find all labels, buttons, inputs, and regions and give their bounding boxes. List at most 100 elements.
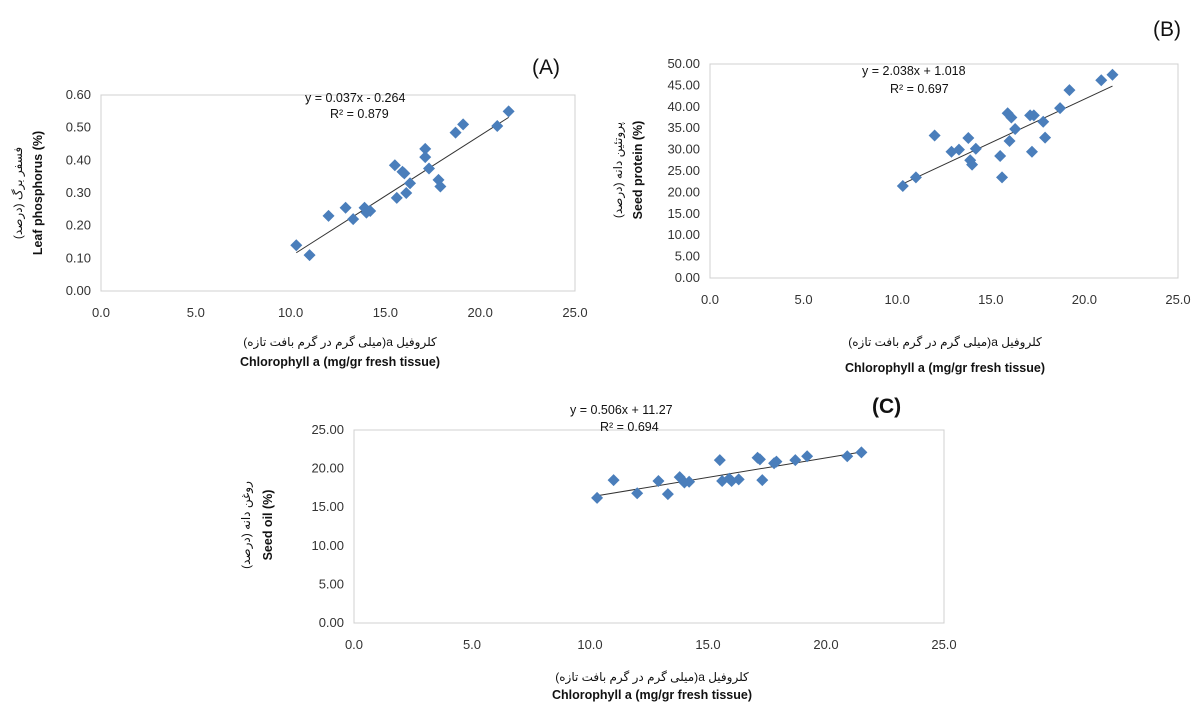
y-tick-label: 35.00 bbox=[667, 120, 700, 135]
data-point bbox=[1054, 102, 1067, 115]
x-tick-label: 5.0 bbox=[187, 305, 205, 320]
x-tick-label: 25.0 bbox=[1165, 292, 1190, 307]
data-point bbox=[434, 180, 447, 193]
x-tick-label: 0.0 bbox=[92, 305, 110, 320]
y-tick-label: 10.00 bbox=[667, 227, 700, 242]
data-point bbox=[390, 191, 403, 204]
data-point bbox=[449, 126, 462, 139]
y-label-c: Seed oil (%) bbox=[261, 490, 275, 561]
r2-c: R² = 0.694 bbox=[600, 420, 659, 434]
r2-b: R² = 0.697 bbox=[890, 82, 949, 96]
y-tick-label: 45.00 bbox=[667, 77, 700, 92]
data-point bbox=[423, 162, 436, 175]
data-point bbox=[1005, 111, 1018, 124]
y-label-b: Seed protein (%) bbox=[631, 121, 645, 220]
data-point bbox=[770, 455, 783, 468]
x-label-fa-a: کلروفیل a(میلی گرم در گرم بافت تازه) bbox=[243, 335, 437, 350]
x-tick-label: 15.0 bbox=[695, 637, 720, 652]
x-tick-label: 10.0 bbox=[278, 305, 303, 320]
x-tick-label: 5.0 bbox=[795, 292, 813, 307]
data-point bbox=[591, 491, 604, 504]
data-point bbox=[683, 475, 696, 488]
data-point bbox=[661, 488, 674, 501]
data-point bbox=[303, 249, 316, 262]
data-point bbox=[419, 142, 432, 155]
data-point bbox=[290, 239, 303, 252]
data-point bbox=[1106, 68, 1119, 81]
y-tick-label: 0.10 bbox=[66, 250, 91, 265]
points-c bbox=[591, 446, 868, 504]
y-label-fa-c: روغن دانه (درصد) bbox=[239, 481, 254, 569]
data-point bbox=[1027, 109, 1040, 122]
x-tick-label: 25.0 bbox=[562, 305, 587, 320]
data-point bbox=[1025, 145, 1038, 158]
data-point bbox=[400, 187, 413, 199]
x-tick-label: 15.0 bbox=[373, 305, 398, 320]
data-point bbox=[419, 151, 432, 164]
data-point bbox=[713, 454, 726, 467]
data-point bbox=[756, 474, 769, 487]
data-point bbox=[1009, 123, 1022, 136]
y-tick-label: 5.00 bbox=[319, 576, 344, 591]
panel-label-c: (C) bbox=[872, 395, 901, 418]
x-tick-label: 20.0 bbox=[813, 637, 838, 652]
x-label-a: Chlorophyll a (mg/gr fresh tissue) bbox=[240, 355, 440, 369]
ticks-c: 0.0 5.0 10.0 15.0 20.0 25.0 0.00 5.00 10.00 15.00… bbox=[311, 422, 956, 652]
data-point bbox=[1063, 84, 1076, 97]
x-tick-label: 5.0 bbox=[463, 637, 481, 652]
y-tick-label: 15.00 bbox=[667, 206, 700, 221]
data-point bbox=[909, 171, 922, 184]
data-point bbox=[855, 446, 868, 459]
data-point bbox=[896, 179, 909, 192]
panel-c: 0.0 5.0 10.0 15.0 20.0 25.0 0.00 5.00 10.00 15.00… bbox=[239, 395, 957, 702]
x-tick-label: 0.0 bbox=[701, 292, 719, 307]
data-point bbox=[1095, 74, 1108, 87]
trendline bbox=[296, 116, 509, 254]
x-tick-label: 10.0 bbox=[885, 292, 910, 307]
y-tick-label: 0.60 bbox=[66, 87, 91, 102]
points-a bbox=[290, 105, 515, 262]
trendline-b bbox=[902, 85, 1113, 185]
data-point bbox=[753, 453, 766, 466]
y-tick-label: 20.00 bbox=[667, 184, 700, 199]
points-b bbox=[896, 68, 1119, 192]
r2-a: R² = 0.879 bbox=[330, 107, 389, 121]
y-label-fa-b: پروتئین دانه (درصد) bbox=[611, 122, 626, 218]
x-tick-label: 0.0 bbox=[345, 637, 363, 652]
y-tick-label: 15.00 bbox=[311, 499, 344, 514]
data-point bbox=[364, 204, 377, 217]
y-tick-label: 50.00 bbox=[667, 56, 700, 71]
x-label-b: Chlorophyll a (mg/gr fresh tissue) bbox=[845, 361, 1045, 375]
x-label-c: Chlorophyll a (mg/gr fresh tissue) bbox=[552, 688, 752, 702]
ticks-b: 0.0 5.0 10.0 15.0 20.0 25.0 0.00 5.00 10.00 15.00… bbox=[667, 56, 1190, 307]
y-tick-label: 25.00 bbox=[667, 163, 700, 178]
y-tick-label: 0.40 bbox=[66, 152, 91, 167]
data-point bbox=[1037, 115, 1050, 128]
x-tick-label: 20.0 bbox=[468, 305, 493, 320]
data-point bbox=[1039, 131, 1052, 144]
data-point bbox=[607, 474, 620, 487]
plot-area-a bbox=[100, 94, 576, 292]
equation-a: y = 0.037x - 0.264 bbox=[305, 91, 405, 105]
trendline bbox=[902, 85, 1113, 185]
plot-area-b bbox=[709, 63, 1179, 279]
panel-a: 0.0 5.0 10.0 15.0 20.0 25.0 0.00 0.10 0.20 0.30 0.… bbox=[11, 56, 588, 369]
panel-label-a: (A) bbox=[532, 56, 560, 79]
y-tick-label: 0.30 bbox=[66, 185, 91, 200]
panel-label-b: (B) bbox=[1153, 18, 1181, 41]
x-label-fa-b: کلروفیل a(میلی گرم در گرم بافت تازه) bbox=[848, 335, 1042, 350]
data-point bbox=[996, 171, 1009, 184]
data-point bbox=[789, 454, 802, 467]
data-point bbox=[952, 143, 965, 156]
y-tick-label: 0.20 bbox=[66, 218, 91, 233]
data-point bbox=[966, 158, 979, 171]
trendline-a bbox=[296, 116, 509, 254]
data-point bbox=[841, 450, 854, 463]
data-point bbox=[732, 473, 745, 486]
data-point bbox=[322, 209, 335, 222]
y-tick-label: 30.00 bbox=[667, 142, 700, 157]
y-label-a: Leaf phosphorus (%) bbox=[31, 131, 45, 255]
data-point bbox=[388, 159, 401, 172]
x-tick-label: 15.0 bbox=[978, 292, 1003, 307]
